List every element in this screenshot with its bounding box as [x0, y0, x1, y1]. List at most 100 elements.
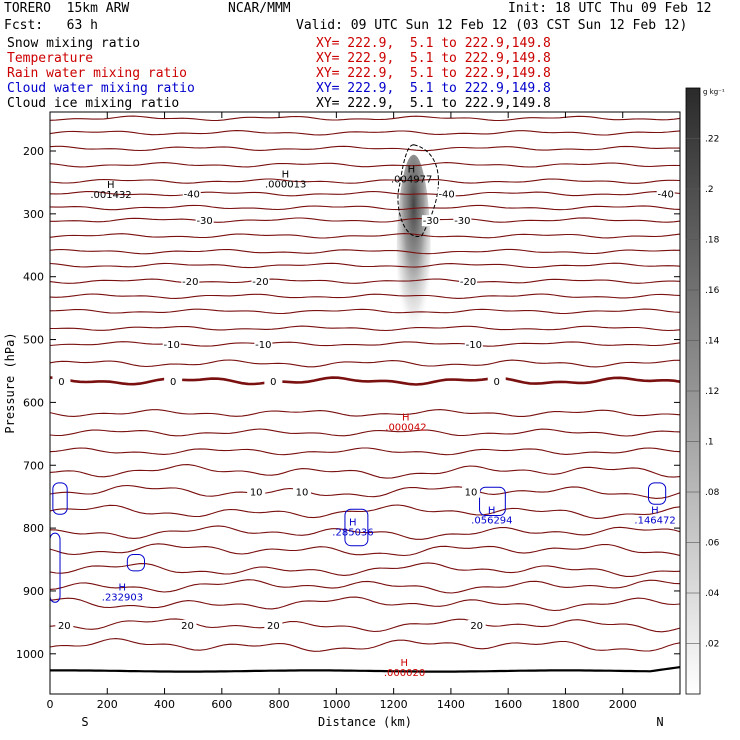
x-tick-label: 1400: [437, 698, 465, 711]
temperature-isotherm: [50, 92, 680, 96]
isotherm-label-bg: [251, 276, 270, 288]
temperature-isotherm: [50, 596, 680, 612]
temperature-isotherm: [50, 504, 680, 519]
y-tick-label: 500: [23, 334, 44, 347]
isotherm-label: -40: [184, 190, 200, 201]
isotherm-label: 20: [58, 621, 71, 632]
x-tick-label: 1800: [551, 698, 579, 711]
field-name-rain: Rain water mixing ratio: [7, 66, 188, 81]
colorbar-tick-label: .18: [705, 236, 720, 246]
isotherm-label: -10: [255, 340, 271, 351]
isotherm-label: 10: [296, 488, 309, 499]
isotherm-label: -30: [423, 216, 439, 227]
init-time: Init: 18 UTC Thu 09 Feb 12: [508, 1, 712, 16]
colorbar-tick-label: .16: [705, 286, 720, 296]
colorbar-tick-label: .02: [705, 640, 719, 650]
terrain-surface-line: [50, 666, 680, 673]
y-tick-label: 200: [23, 145, 44, 158]
x-tick-label: 0: [47, 698, 54, 711]
temperature-isotherm: [50, 447, 680, 456]
high-value: .146472: [634, 516, 675, 527]
temperature-isotherm: [50, 162, 680, 168]
isotherm-label-bg: [453, 215, 472, 227]
isotherm-label: -20: [252, 277, 268, 288]
isotherm-label-bg: [181, 276, 200, 288]
isotherm-label: -30: [196, 216, 212, 227]
cloud-water-contour: [126, 553, 146, 572]
isotherm-label: -20: [460, 277, 476, 288]
isotherm-label: 0: [494, 377, 500, 388]
colorbar-tick-label: .22: [705, 135, 719, 145]
model-title: TORERO 15km ARW: [4, 1, 130, 16]
field-xy-cloud-ice: XY= 222.9, 5.1 to 222.9,149.8: [316, 96, 551, 111]
temperature-isotherm: [50, 618, 680, 633]
isotherm-label-bg: [467, 619, 486, 631]
cloud-water-contour: [50, 532, 61, 603]
temperature-isotherm: [50, 308, 680, 315]
temperature-isotherm: [50, 359, 680, 368]
isotherm-label-bg: [195, 215, 214, 227]
y-tick-label: 400: [23, 271, 44, 284]
high-marker: H: [402, 413, 410, 424]
temperature-isotherm: [50, 562, 680, 577]
high-marker: H: [408, 164, 416, 175]
y-tick-label: 700: [23, 459, 44, 472]
x-tick-label: 400: [154, 698, 175, 711]
colorbar-unit: g kg⁻¹: [703, 88, 725, 96]
colorbar-tick-label: .08: [705, 488, 720, 498]
isotherm-label: 10: [465, 488, 478, 499]
temperature-isotherm: [50, 204, 680, 211]
high-value: .004977: [391, 174, 432, 185]
snow-plume-shading: [396, 154, 431, 356]
high-value: .001432: [90, 190, 131, 201]
isotherm-label-bg: [461, 486, 480, 498]
x-tick-label: 200: [97, 698, 118, 711]
temperature-isotherm: [50, 115, 680, 122]
temperature-isotherm: [50, 428, 680, 437]
high-marker: H: [118, 582, 126, 593]
colorbar-tick-label: .14: [705, 337, 720, 347]
isotherm-label-bg: [459, 276, 478, 288]
temperature-isotherm: [50, 543, 680, 557]
temperature-isotherm: [50, 248, 680, 255]
field-xy-temperature: XY= 222.9, 5.1 to 222.9,149.8: [316, 51, 551, 66]
north-end-label: N: [656, 715, 663, 729]
y-tick-label: 300: [23, 208, 44, 221]
temperature-isotherm: [50, 130, 680, 136]
temperature-isotherm: [50, 217, 680, 223]
field-xy-cloud-water: XY= 222.9, 5.1 to 222.9,149.8: [316, 81, 551, 96]
isotherm-label-bg: [254, 338, 273, 350]
isotherm-label: 20: [470, 621, 483, 632]
high-value: .000020: [384, 668, 425, 679]
temperature-isotherm: [50, 233, 680, 239]
isotherm-label: -10: [164, 340, 180, 351]
isotherm-label-bg: [55, 619, 74, 631]
isotherm-label: -40: [658, 190, 674, 201]
field-name-temperature: Temperature: [7, 51, 94, 66]
x-tick-label: 600: [211, 698, 232, 711]
field-xy-snow: XY= 222.9, 5.1 to 222.9,149.8: [316, 36, 551, 51]
temperature-isotherm: [50, 178, 680, 184]
high-marker: H: [107, 180, 115, 191]
temperature-isotherm: [50, 638, 680, 652]
isotherm-label: 0: [270, 377, 276, 388]
field-name-snow: Snow mixing ratio: [7, 36, 141, 51]
isotherm-label: 20: [181, 621, 194, 632]
isotherm-label-bg: [164, 376, 183, 388]
high-value: .000042: [385, 423, 426, 434]
temperature-isotherm: [50, 464, 680, 479]
temperature-isotherm: [50, 341, 680, 347]
isotherm-label-bg: [182, 188, 201, 200]
high-marker: H: [488, 506, 496, 517]
snow-mixing-contour: [397, 144, 439, 237]
colorbar-tick-label: .12: [705, 387, 719, 397]
cloud-water-contour: [52, 482, 68, 515]
isotherm-label: 10: [250, 488, 263, 499]
isotherm-label-bg: [464, 338, 483, 350]
chart-header: TORERO 15km ARW NCAR/MMM Init: 18 UTC Th…: [0, 0, 740, 112]
south-end-label: S: [81, 715, 88, 729]
high-value: .285036: [332, 528, 373, 539]
x-tick-label: 1000: [322, 698, 350, 711]
y-tick-label: 800: [23, 522, 44, 535]
